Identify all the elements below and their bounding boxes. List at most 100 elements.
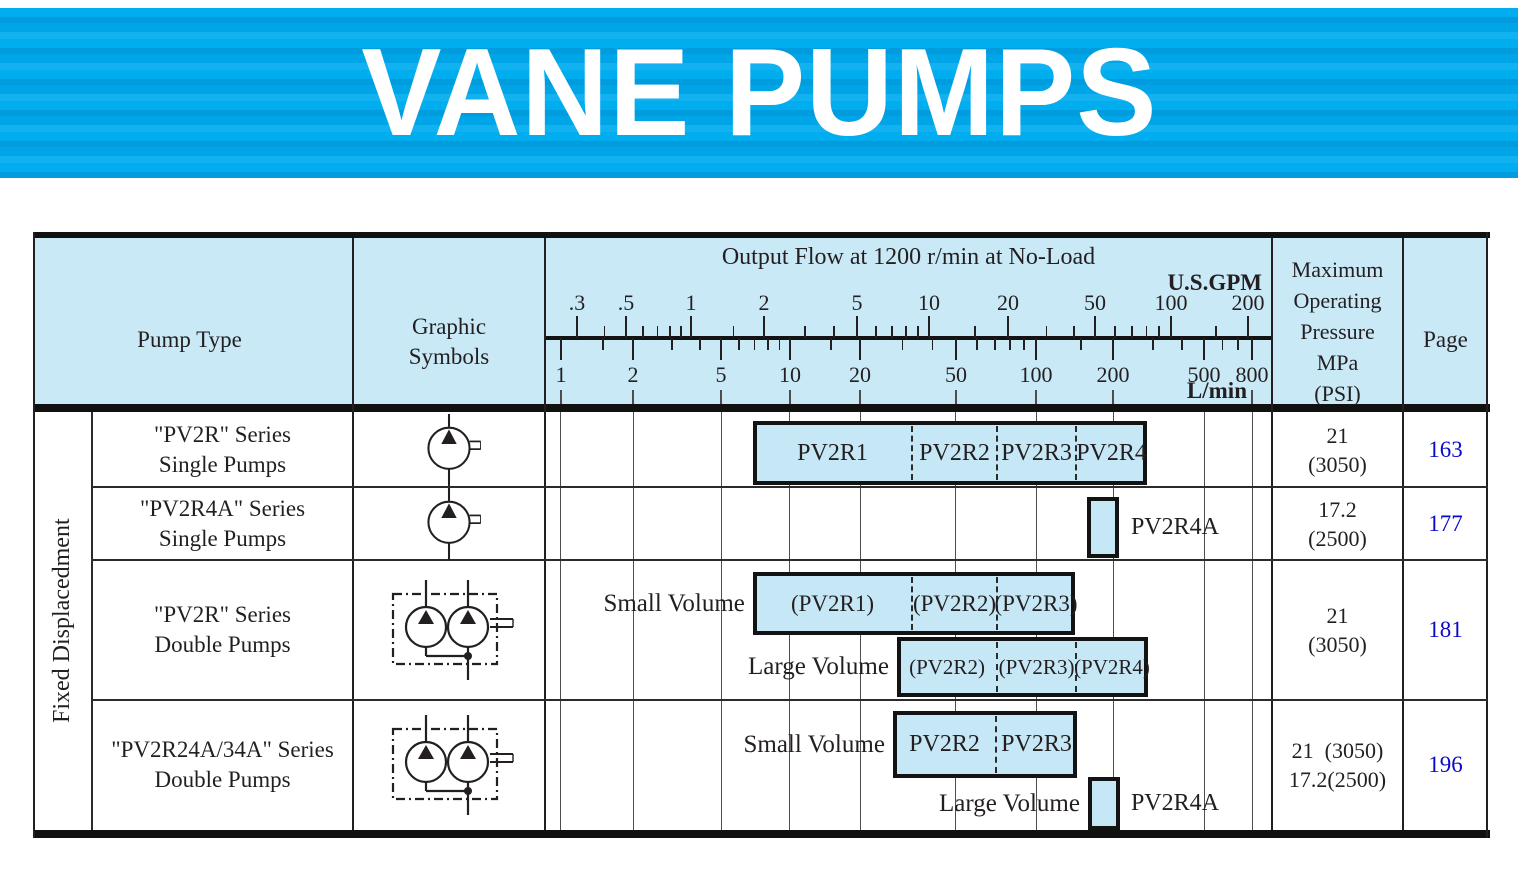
gpm-tick-label: 50 <box>1083 290 1106 315</box>
double-pump-icon <box>353 700 545 830</box>
lmin-label-stub <box>560 390 562 404</box>
bar-segment-label: PV2R4 <box>1076 440 1147 466</box>
bar-segment-label: (PV2R3) <box>994 591 1078 616</box>
gpm-minor-tick <box>833 326 835 338</box>
lmin-unit-label: L/min <box>1186 378 1247 403</box>
bar-segment-divider <box>1074 642 1077 692</box>
col-divider-pressure <box>1271 238 1273 830</box>
gpm-tick-label: 2 <box>758 290 770 315</box>
lmin-major-tick <box>720 338 722 360</box>
lmin-minor-tick <box>1181 338 1183 350</box>
gpm-minor-tick <box>1045 326 1048 338</box>
lmin-label-stub <box>1112 390 1114 404</box>
lmin-minor-tick <box>738 338 740 350</box>
lmin-major-tick <box>1251 338 1253 360</box>
gpm-major-tick <box>624 316 627 338</box>
bar-segment-label: (PV2R2) <box>912 591 997 616</box>
bar-segment-label: PV2R3 <box>1001 440 1072 466</box>
bar-segment-divider <box>995 426 998 480</box>
lmin-minor-tick <box>753 338 756 350</box>
single-pump-icon <box>353 487 545 560</box>
lmin-minor-tick <box>1023 338 1025 350</box>
lmin-major-tick <box>1203 338 1206 360</box>
table-header-background <box>33 238 1488 404</box>
gpm-minor-tick <box>905 326 907 338</box>
lmin-minor-tick <box>931 338 934 350</box>
lmin-major-tick <box>859 338 861 360</box>
gpm-minor-tick <box>642 326 644 338</box>
lmin-gridline <box>560 412 562 830</box>
gpm-minor-tick <box>974 326 976 338</box>
lmin-tick-label: 500 <box>1187 362 1221 387</box>
gpm-minor-tick <box>1114 326 1116 338</box>
page-link-row4[interactable]: 196 <box>1428 752 1463 777</box>
lmin-tick-label: 10 <box>778 362 801 387</box>
bar-segment-divider <box>995 642 998 692</box>
flow-range-bar <box>897 637 1148 697</box>
gpm-major-tick <box>1170 316 1173 338</box>
table-bottom-border <box>33 830 1490 838</box>
table-top-border <box>33 232 1490 238</box>
lmin-label-stub <box>789 390 791 404</box>
page-title: VANE PUMPS <box>360 24 1158 162</box>
page-link-row2[interactable]: 177 <box>1428 510 1463 536</box>
gpm-minor-tick <box>875 326 877 338</box>
lmin-label-stub <box>632 390 634 404</box>
bar-segment-divider <box>910 426 913 480</box>
gpm-major-tick <box>689 316 692 338</box>
gpm-minor-tick <box>1131 326 1133 338</box>
lmin-minor-tick <box>1152 338 1154 350</box>
lmin-minor-tick <box>830 338 832 350</box>
gpm-minor-tick <box>1158 326 1160 338</box>
lmin-tick-label: 2 <box>627 362 639 387</box>
page-link-row3[interactable]: 181 <box>1428 617 1463 642</box>
col-divider-symbols <box>352 238 354 830</box>
header-page: Page <box>1423 327 1468 352</box>
double-pump-icon <box>353 560 545 700</box>
lmin-minor-tick <box>1237 338 1239 350</box>
lmin-minor-tick <box>767 338 769 350</box>
lmin-minor-tick <box>778 338 781 350</box>
table-right-border <box>1486 232 1488 838</box>
bar-segment-label: (PV2R3) <box>998 655 1075 679</box>
lmin-label-stub <box>955 390 957 404</box>
gpm-tick-label: 5 <box>851 290 863 315</box>
single-pump-icon <box>353 412 545 487</box>
lmin-gridline <box>720 412 722 830</box>
flow-range-bar <box>1086 497 1119 558</box>
lmin-tick-label: 100 <box>1019 362 1053 387</box>
lmin-gridline <box>632 412 634 830</box>
bar-segment-divider <box>995 577 998 630</box>
gpm-major-tick <box>856 316 859 338</box>
bar-outside-label: PV2R4A <box>1130 514 1219 540</box>
gpm-minor-tick <box>732 326 735 338</box>
lmin-minor-tick <box>901 338 904 350</box>
lmin-tick-label: 20 <box>849 362 871 387</box>
lmin-label-stub <box>1251 390 1253 404</box>
lmin-label-stub <box>1035 390 1037 404</box>
bar-outside-label: PV2R4A <box>1130 790 1219 816</box>
gpm-minor-tick <box>891 326 893 338</box>
lmin-minor-tick <box>699 338 701 350</box>
bar-segment-divider <box>994 716 997 773</box>
bar-segment-divider <box>1074 426 1077 480</box>
flow-axis <box>545 336 1272 340</box>
volume-label: Small Volume <box>603 590 745 617</box>
pressure-row3: 21 (3050) <box>1308 603 1367 657</box>
bar-segment-label: (PV2R4) <box>1074 655 1150 679</box>
volume-label: Small Volume <box>743 731 885 758</box>
gpm-minor-tick <box>1073 326 1075 338</box>
gpm-major-tick <box>762 316 765 338</box>
lmin-minor-tick <box>1221 338 1224 350</box>
col-divider-chart <box>544 238 546 830</box>
pressure-row4: 21 (3050) 17.2(2500) <box>1288 738 1387 792</box>
page-link-row1[interactable]: 163 <box>1428 436 1463 462</box>
lmin-tick-label: 5 <box>715 362 727 387</box>
row-separator-2 <box>92 559 1488 561</box>
banner: VANE PUMPS <box>0 8 1518 178</box>
lmin-gridline <box>1251 412 1253 830</box>
gpm-major-tick <box>1007 316 1010 338</box>
header-graphic-symbols: Graphic Symbols <box>408 314 490 369</box>
pressure-row1: 21 (3050) <box>1308 422 1367 477</box>
lmin-gridline <box>1112 412 1114 830</box>
